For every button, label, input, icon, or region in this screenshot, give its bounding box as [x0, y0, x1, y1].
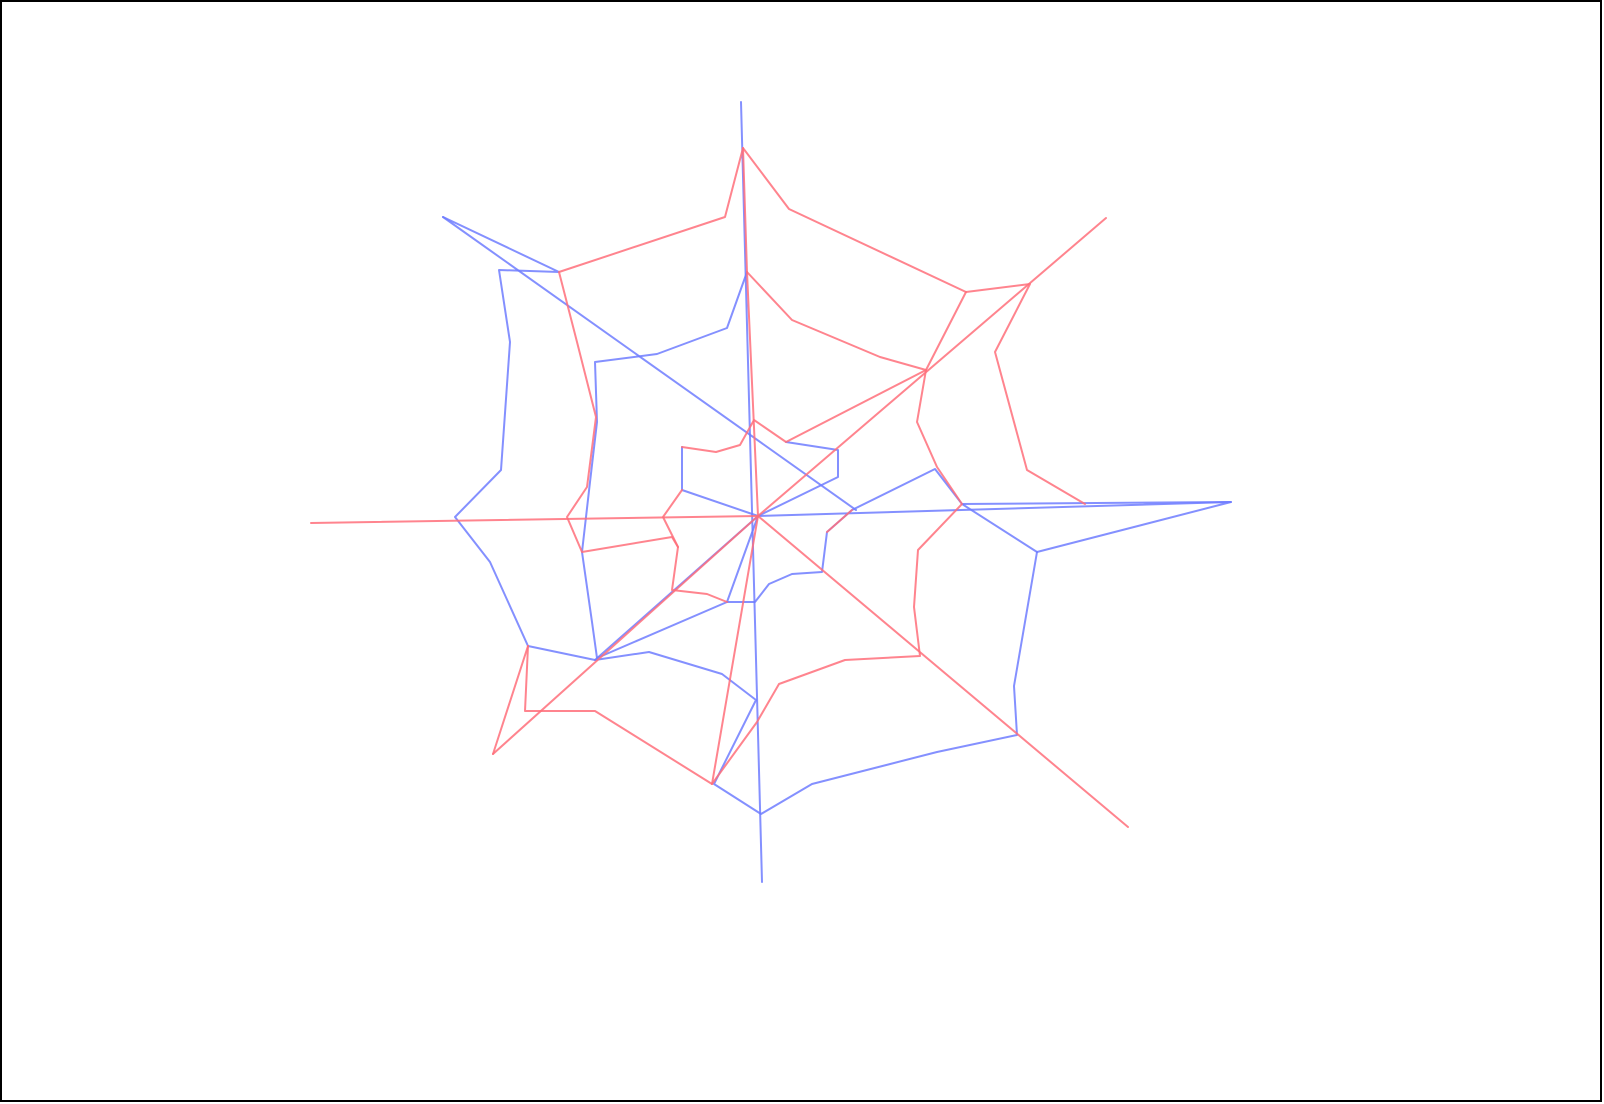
red-ring-mid [711, 271, 963, 785]
blue-radial-right [757, 501, 1232, 517]
blue-ring-right [961, 501, 1232, 553]
red-radial-down [711, 515, 759, 785]
red-radial-left [310, 515, 759, 524]
red-radial-lowerright [757, 515, 1129, 828]
red-radial-upperright [757, 217, 1107, 517]
red-ring-inner [681, 291, 967, 453]
red-ring-left-outer [558, 147, 744, 603]
red-radial-lowerleft [492, 515, 759, 755]
blue-ring-inner [681, 441, 839, 517]
blue-radial-upperleft [442, 216, 857, 511]
red-ring-lowerleft-2 [492, 645, 529, 755]
red-ring-outer [742, 147, 1086, 505]
red-ring-inner-left [662, 489, 683, 548]
blue-radial-top [740, 101, 763, 883]
red-ring-inner-right [826, 509, 853, 533]
red-ring-lowerleft [524, 645, 713, 785]
red-web-layer [310, 147, 1129, 828]
blue-web-layer [442, 101, 1232, 883]
blue-radial-lowerleft-2 [726, 515, 759, 603]
